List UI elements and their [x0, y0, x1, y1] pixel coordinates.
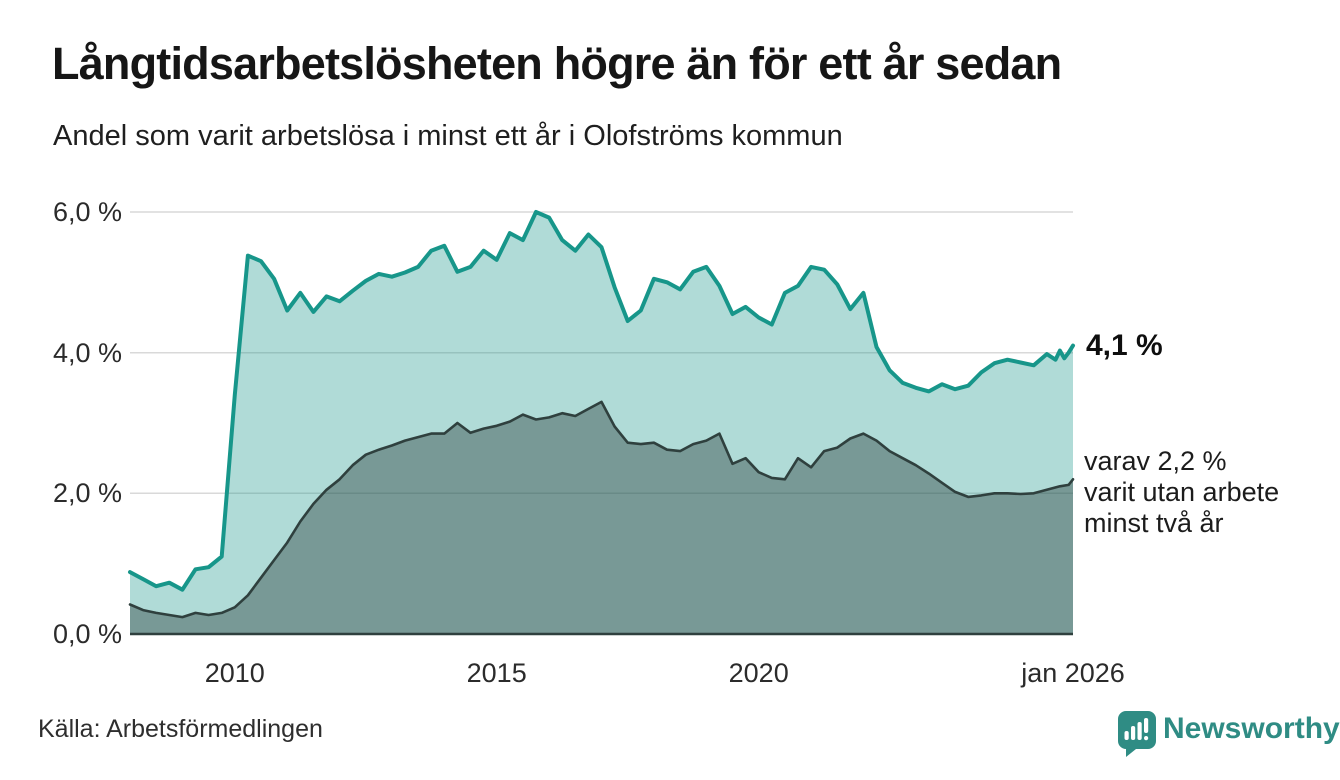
annotation-line-1: varav 2,2 %: [1084, 446, 1227, 476]
newsworthy-logo-icon: [1118, 711, 1156, 757]
y-tick-label-4: 4,0 %: [52, 337, 122, 368]
latest-value-label: 4,1 %: [1086, 329, 1163, 362]
page-subtitle: Andel som varit arbetslösa i minst ett å…: [53, 120, 843, 152]
page-title: Långtidsarbetslösheten högre än för ett …: [52, 38, 1062, 89]
x-tick-label-jan-2026: jan 2026: [1021, 658, 1125, 688]
line-two-years: [128, 400, 1075, 619]
annotation-line-2: varit utan arbete: [1084, 477, 1280, 507]
area-total-long-term: [130, 212, 1073, 634]
y-tick-label-0: 0,0 %: [52, 619, 122, 649]
brand-name: Newsworthy: [1163, 712, 1340, 745]
y-tick-label-2: 2,0 %: [52, 478, 122, 509]
x-tick-label-2020: 2020: [728, 658, 789, 688]
annotation-line-3: minst två år: [1084, 508, 1224, 538]
line-total-long-term: [128, 210, 1075, 592]
source-credit: Källa: Arbetsförmedlingen: [38, 715, 323, 743]
two-year-annotation: varav 2,2 % varit utan arbete minst två …: [1084, 446, 1279, 539]
x-tick-label-2015: 2015: [466, 658, 527, 688]
y-tick-label-6: 6,0 %: [52, 197, 122, 227]
area-two-years: [130, 401, 1073, 634]
x-tick-label-2010: 2010: [204, 658, 265, 688]
